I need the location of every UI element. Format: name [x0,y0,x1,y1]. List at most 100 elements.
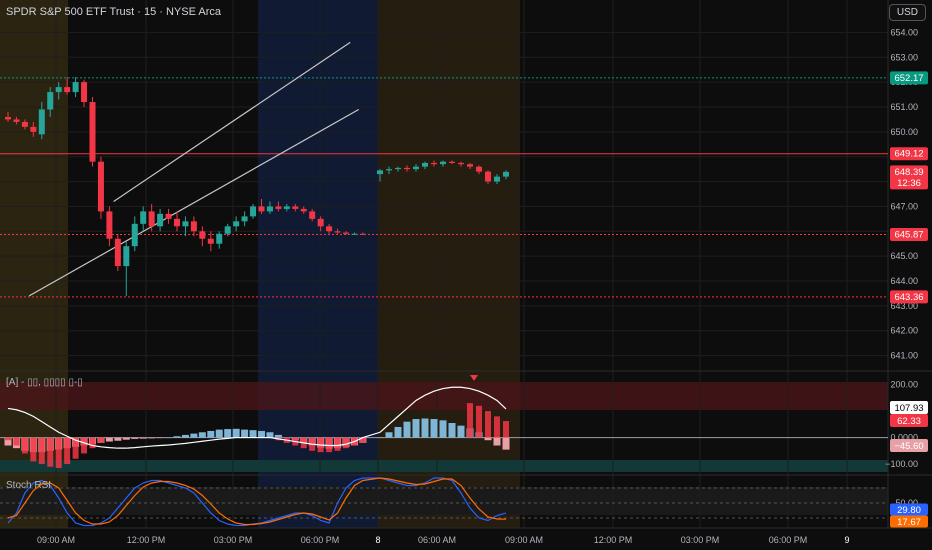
macd-overbought-band [0,382,888,410]
macd-signal-bar [494,416,500,438]
candle [199,226,206,247]
x-tick-label: 06:00 AM [418,535,456,545]
macd-histogram-bar [241,429,249,438]
candle [216,231,223,249]
macd-signal-bar [89,437,96,449]
macd-signal-bar [334,437,341,451]
candle [38,102,45,140]
macd-value-label: −45.60 [894,441,923,452]
y-tick-label: 653.00 [890,52,918,62]
macd-histogram-bar [457,425,465,438]
x-tick-label: 9 [844,535,849,545]
candle [431,160,437,167]
macd-value-label: 62.33 [897,416,921,427]
macd-histogram-bar [173,436,181,438]
candle-body [140,211,147,224]
price-label-box [890,147,928,161]
candle-body [351,233,358,235]
macd-histogram-bar [122,437,130,440]
candle-body [13,119,20,122]
macd-signal-marker [470,375,478,381]
candle-body [275,206,282,209]
candle-body [404,167,410,170]
candle [404,165,410,172]
macd-indicator-label[interactable]: [A] - ▯▯, ▯▯▯▯ ▯-▯ [6,377,83,388]
candle [123,241,130,296]
candle [30,121,37,137]
y-tick-label: 650.00 [890,127,918,137]
candle [503,170,509,180]
price-pane [0,41,888,298]
macd-value-label: 107.93 [894,403,923,414]
candle-body [224,226,231,234]
y-tick-label: 654.00 [890,27,918,37]
macd-signal-bar [64,437,71,465]
candle [309,208,316,222]
macd-histogram-bar [412,419,420,438]
candle-body [38,109,45,135]
candle-body [422,162,428,167]
price-label-box [890,71,928,85]
candle-body [21,121,28,127]
candle-body [292,206,299,209]
price-label: 649.12 [894,149,923,160]
macd-signal-bar [97,437,104,443]
macd-histogram-bar [114,437,122,441]
macd-histogram-bar [148,437,156,439]
price-label: 652.17 [894,73,923,84]
candle [190,216,197,237]
x-tick-label: 03:00 PM [214,535,253,545]
macd-signal-bar [55,437,62,469]
candle [106,206,113,247]
macd-signal-bar [485,411,491,438]
macd-value-box [890,414,928,427]
x-tick-label: 12:00 PM [127,535,166,545]
macd-histogram-bar [224,429,232,438]
candle-body [174,218,180,227]
x-tick-label: 12:00 PM [594,535,633,545]
candle [467,162,473,170]
candle-body [148,211,155,227]
macd-histogram-bar [394,426,402,438]
macd-signal-bar [343,437,349,449]
candle-body [395,167,401,170]
candle [292,203,299,212]
candle [326,223,333,234]
candle-body [334,231,341,233]
candle-body [81,82,88,103]
candle-body [309,211,316,219]
candle [275,201,282,212]
y-tick-label: 645.00 [890,251,918,261]
candle-body [266,206,273,212]
stoch-rsi-indicator-label[interactable]: Stoch RSI [6,480,52,491]
macd-signal-bar [359,437,366,443]
candle [207,231,214,252]
stoch-value-box [890,503,928,516]
macd-histogram-bar [105,437,113,442]
y-tick-label: 644.00 [890,276,918,286]
stoch-value-label: 29.80 [897,505,921,516]
macd-signal-bar [72,437,79,459]
candle [5,111,11,122]
currency-badge[interactable]: USD [888,4,926,21]
stoch-y-tick: 50.00 [895,498,918,508]
candle-body [343,232,349,234]
candle-body [300,208,307,212]
candle-body [114,238,121,267]
x-tick-label: 8 [375,535,380,545]
candle-body [485,171,491,182]
candle-body [440,161,446,165]
candle [182,216,189,237]
candle [458,161,464,167]
candle [476,165,482,175]
macd-histogram-bar [165,437,173,439]
candle [250,203,257,219]
x-tick-label: 09:00 AM [505,535,543,545]
macd-signal-bar [21,437,28,454]
macd-histogram-bar [421,418,429,438]
macd-signal-bar [30,437,37,462]
candle-body [131,223,138,247]
x-tick-label: 09:00 AM [37,535,75,545]
macd-histogram-bar [274,434,282,438]
